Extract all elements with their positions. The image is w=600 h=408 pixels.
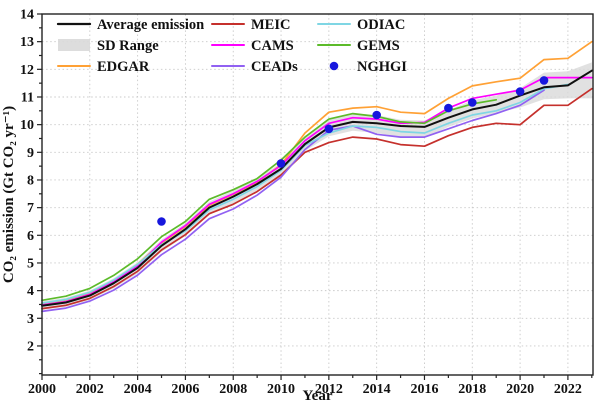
nghgi-point [372, 110, 382, 120]
series-line-ceads [41, 89, 545, 313]
legend-item-ceads: CEADs [211, 59, 298, 75]
y-tick-label: 3 [27, 312, 34, 327]
legend-label-ceads: CEADs [251, 59, 298, 75]
x-tick-labels: 2000 2002 2004 2006 2008 2010 2012 2014 2016 2018… [28, 382, 582, 397]
legend-item-sd-range: SD Range [58, 38, 159, 54]
y-tick-label: 8 [27, 173, 34, 188]
nghgi-point [444, 103, 453, 113]
nghgi-point [324, 124, 334, 134]
x-tick-label: 2018 [458, 382, 486, 397]
nghgi-point [276, 159, 286, 168]
nghgi-point [539, 76, 549, 85]
legend-label-sd-range: SD Range [97, 38, 159, 54]
x-tick-label: 2006 [171, 382, 199, 397]
series-line-meic [41, 87, 593, 310]
x-tick-label: 2004 [124, 382, 152, 397]
legend-swatch-nghgi [329, 61, 339, 71]
legend-item-average-emission: Average emission [56, 17, 204, 33]
legend-item-meic: MEIC [211, 17, 290, 33]
x-tick-label: 2008 [219, 382, 247, 397]
legend-label-nghgi: NGHGI [357, 59, 407, 75]
legend-item-cams: CAMS [211, 38, 294, 54]
nghgi-point [515, 87, 525, 96]
x-tick-label: 2012 [315, 382, 343, 397]
y-tick-label: 5 [27, 256, 34, 271]
y-tick-label: 10 [20, 118, 34, 133]
nghgi-point [157, 217, 166, 226]
legend-label-odiac: ODIAC [357, 17, 405, 33]
x-tick-label: 2000 [28, 382, 56, 397]
y-tick-labels: 2 3 4 5 6 7 8 9 10 11 12 13 14 [20, 8, 34, 355]
nghgi-points [157, 76, 549, 226]
x-tick-label: 2016 [410, 382, 438, 397]
legend-label-average-emission: Average emission [97, 17, 204, 33]
legend-item-gems: GEMS [317, 38, 400, 54]
plot-border [41, 13, 594, 376]
y-tick-label: 14 [20, 8, 34, 23]
legend-item-nghgi: NGHGI [329, 59, 407, 75]
legend-item-odiac: ODIAC [317, 17, 405, 33]
x-tick-label: 2014 [363, 382, 391, 397]
x-tick-label: 2022 [554, 382, 582, 397]
ticks [37, 13, 593, 380]
y-tick-label: 11 [21, 90, 34, 105]
y-tick-label: 9 [27, 146, 34, 161]
y-tick-label: 7 [27, 201, 34, 216]
x-tick-label: 2010 [267, 382, 295, 397]
nghgi-point [468, 98, 477, 107]
legend-label-meic: MEIC [251, 17, 290, 33]
y-tick-label: 12 [20, 63, 34, 78]
legend-label-edgar: EDGAR [97, 59, 150, 75]
y-tick-label: 4 [27, 284, 34, 299]
series-line-cams [41, 76, 593, 306]
legend: Average emission SD Range EDGAR MEIC CAMS CEA… [56, 17, 407, 75]
sd-range-band [42, 62, 592, 311]
legend-label-gems: GEMS [357, 38, 400, 54]
series-line-average-emission [41, 69, 593, 307]
series-line-gems [41, 98, 498, 302]
legend-item-edgar: EDGAR [57, 59, 150, 75]
x-axis-label: Year [303, 388, 333, 404]
y-tick-label: 13 [20, 35, 34, 50]
legend-swatch-sd-range [58, 39, 90, 51]
x-tick-label: 2020 [506, 382, 534, 397]
legend-label-cams: CAMS [251, 38, 294, 54]
x-tick-label: 2002 [76, 382, 104, 397]
grid [42, 14, 593, 375]
y-tick-label: 2 [27, 339, 34, 354]
y-axis-label: CO₂ emission (Gt CO₂ yr⁻¹) [1, 106, 17, 283]
y-tick-label: 6 [27, 229, 34, 244]
